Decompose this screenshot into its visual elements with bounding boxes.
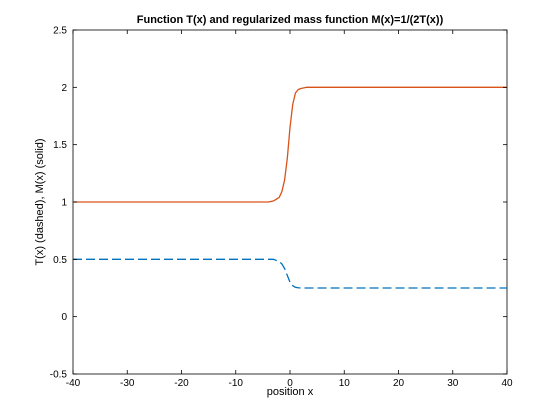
- x-tick-label: 10: [339, 378, 351, 389]
- series-line-solid: [73, 86, 507, 203]
- x-axis-label: position x: [267, 386, 314, 398]
- y-axis-label: T(x) (dashed), M(x) (solid): [34, 138, 46, 265]
- x-tick-label: 40: [501, 378, 513, 389]
- ticks-layer: -40 -30 -20 -10 0 10 20 30 40 -0.5 0 0.5 1 1.5 2 2.5: [50, 26, 513, 390]
- x-tick-label: 0: [287, 378, 293, 389]
- series-layer: [73, 86, 507, 289]
- x-tick-label: -20: [174, 378, 189, 389]
- chart-title: Function T(x) and regularized mass funct…: [137, 14, 444, 26]
- y-tick-label: 2: [61, 83, 67, 94]
- y-tick-label: -0.5: [50, 370, 68, 381]
- series-line-dashed: [73, 258, 507, 289]
- y-tick-label: 2.5: [53, 26, 67, 37]
- x-tick-label: -10: [229, 378, 244, 389]
- x-tick-label: -30: [120, 378, 135, 389]
- x-tick-label: 30: [447, 378, 459, 389]
- y-tick-label: 1: [61, 198, 67, 209]
- y-tick-label: 0: [61, 312, 67, 323]
- x-tick-label: 20: [393, 378, 405, 389]
- x-tick-label: -40: [66, 378, 81, 389]
- y-tick-label: 0.5: [53, 255, 67, 266]
- y-tick-label: 1.5: [53, 140, 67, 151]
